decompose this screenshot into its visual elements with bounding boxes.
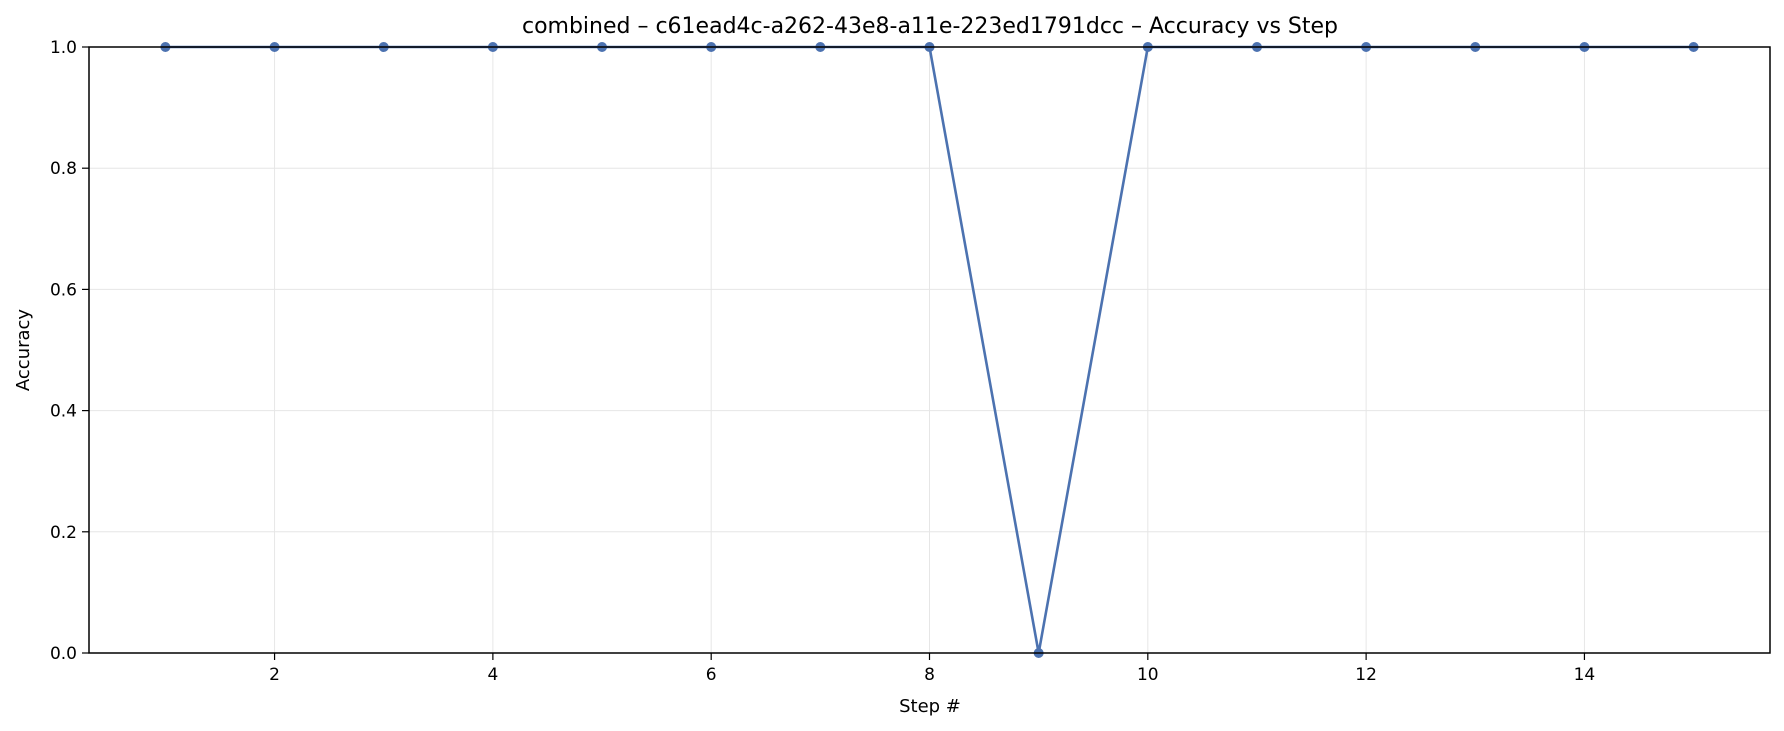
x-axis-label: Step # <box>899 696 961 717</box>
y-tick-label: 0.2 <box>50 523 77 543</box>
x-tick-label: 8 <box>924 665 935 685</box>
y-tick-label: 0.0 <box>50 644 77 664</box>
y-axis-label: Accuracy <box>13 309 34 392</box>
x-tick-label: 12 <box>1355 665 1377 685</box>
y-tick-label: 0.8 <box>50 159 77 179</box>
chart-title: combined – c61ead4c-a262-43e8-a11e-223ed… <box>522 14 1338 39</box>
grid-layer <box>89 46 1770 654</box>
x-tick-label: 14 <box>1574 665 1596 685</box>
x-tick-label: 6 <box>706 665 717 685</box>
tick-layer: 2 4 6 8 10 12 14 0.0 0.2 0.4 0.6 0.8 1.0 <box>50 38 1595 685</box>
x-tick-label: 2 <box>269 665 280 685</box>
x-tick-label: 10 <box>1137 665 1159 685</box>
x-tick-label: 4 <box>487 665 498 685</box>
y-tick-label: 0.6 <box>50 280 77 300</box>
y-tick-label: 1.0 <box>50 38 77 58</box>
y-tick-label: 0.4 <box>50 402 77 422</box>
